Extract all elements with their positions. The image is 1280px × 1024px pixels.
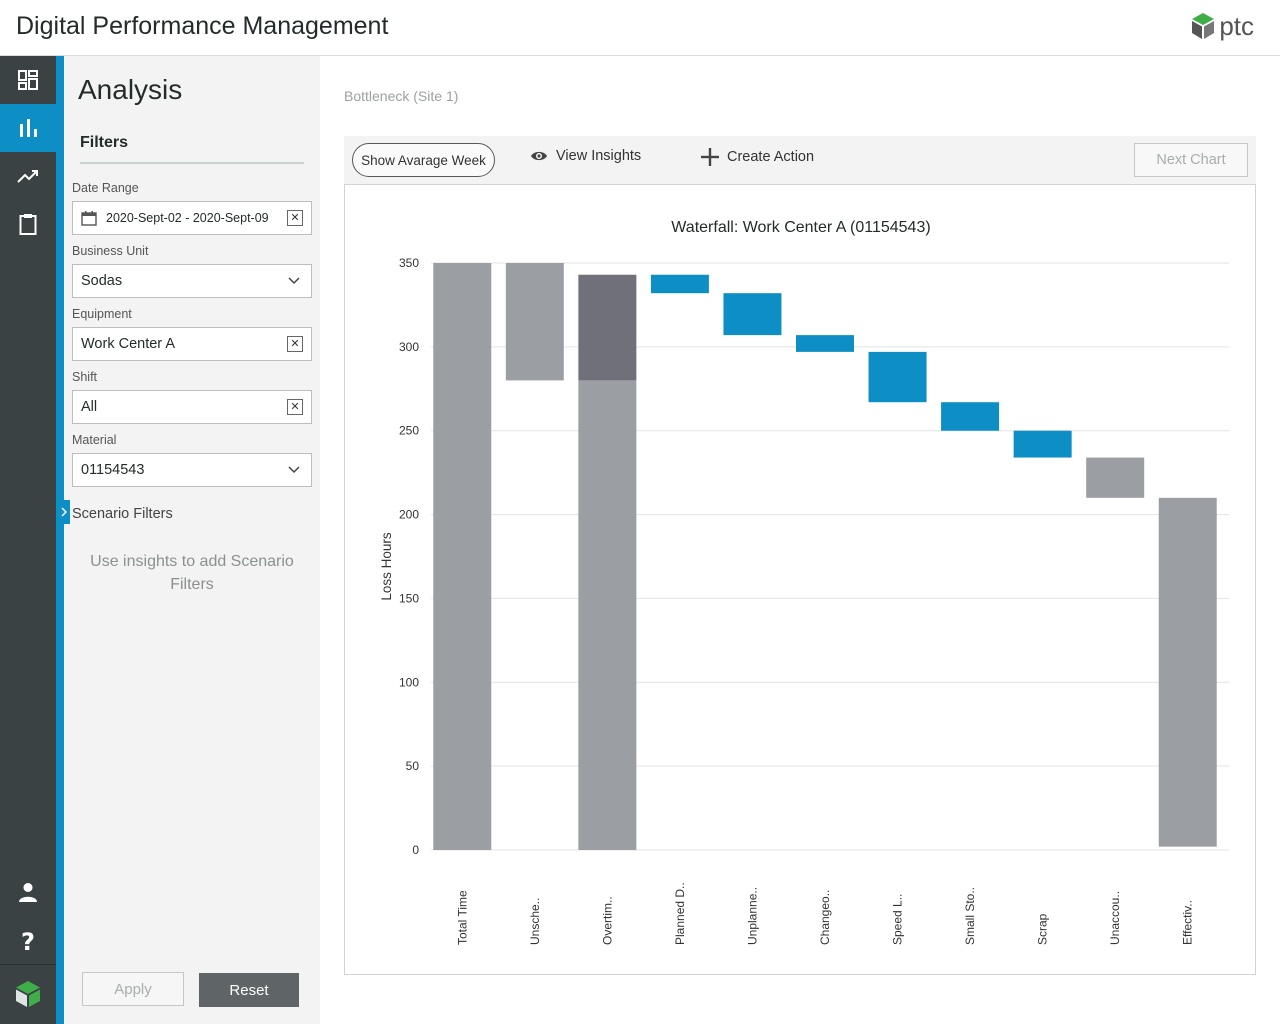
x-tick-label: Unplanne.. — [745, 887, 759, 945]
bar — [1158, 497, 1217, 847]
bar — [505, 263, 564, 381]
clear-date-icon[interactable]: ✕ — [287, 210, 303, 226]
business-unit-select[interactable]: Sodas — [72, 264, 312, 298]
chart-title: Waterfall: Work Center A (01154543) — [671, 219, 931, 236]
dashboard-icon — [18, 70, 38, 90]
bar — [1013, 430, 1072, 458]
y-tick-label: 300 — [399, 340, 419, 354]
date-range-field[interactable]: 2020-Sept-02 - 2020-Sept-09 ✕ — [72, 201, 312, 235]
rail-divider — [0, 964, 56, 965]
x-tick-label: Scrap — [1036, 913, 1050, 945]
help-icon: ? — [21, 928, 35, 956]
y-tick-label: 250 — [399, 424, 419, 438]
y-tick-label: 100 — [399, 675, 419, 689]
filter-panel: Analysis Filters Date Range 2020-Sept-02… — [64, 56, 320, 1024]
date-range-value: 2020-Sept-02 - 2020-Sept-09 — [106, 211, 269, 225]
eye-icon — [531, 151, 547, 161]
ptc-logo-icon — [1192, 13, 1215, 39]
bar — [796, 335, 854, 352]
bar — [723, 293, 782, 336]
equipment-label: Equipment — [72, 307, 132, 321]
chart-panel: Waterfall: Work Center A (01154543) 0 50 1… — [344, 184, 1256, 975]
x-tick-label: Unaccou.. — [1108, 891, 1122, 945]
reset-button[interactable]: Reset — [199, 973, 299, 1007]
view-insights-label: View Insights — [556, 148, 642, 164]
tab-filters[interactable]: Filters — [80, 134, 304, 164]
bar — [941, 402, 1000, 431]
chevron-down-icon — [287, 274, 301, 288]
user-icon — [19, 883, 37, 902]
date-range-label: Date Range — [72, 181, 139, 195]
equipment-value: Work Center A — [81, 336, 176, 352]
business-unit-value: Sodas — [81, 273, 123, 289]
y-tick-label: 200 — [399, 508, 419, 522]
ptc-badge-icon — [16, 981, 40, 1007]
business-unit-label: Business Unit — [72, 244, 149, 258]
clipboard-icon — [19, 214, 37, 235]
x-tick-label: Effectiv.. — [1181, 900, 1195, 945]
material-value: 01154543 — [81, 462, 145, 478]
bar — [433, 263, 492, 850]
material-label: Material — [72, 433, 117, 447]
show-average-week-button[interactable]: Show Avarage Week — [352, 143, 495, 177]
nav-analysis[interactable] — [0, 104, 56, 152]
panel-title: Analysis — [78, 74, 183, 105]
app-title: Digital Performance Management — [16, 12, 389, 40]
y-tick-label: 0 — [412, 843, 419, 857]
y-tick-label: 150 — [399, 591, 419, 605]
shift-value: All — [81, 399, 98, 415]
shift-field[interactable]: All ✕ — [72, 390, 312, 424]
bar — [1086, 457, 1145, 498]
y-axis-label: Loss Hours — [379, 532, 394, 601]
chart-toolbar: Show Avarage Week View Insights Create A… — [344, 136, 1256, 184]
apply-button[interactable]: Apply — [82, 972, 184, 1006]
plus-icon — [701, 148, 719, 166]
bar-segment — [578, 274, 637, 381]
create-action-button[interactable]: Create Action — [701, 148, 814, 166]
clear-equipment-icon[interactable]: ✕ — [287, 336, 303, 352]
nav-help[interactable]: ? — [0, 918, 56, 966]
clear-shift-icon[interactable]: ✕ — [287, 399, 303, 415]
waterfall-chart: 0 50 100 150 200 250 300 350 Loss Hours Total Tim… — [379, 256, 1229, 945]
top-bar: Digital Performance Management ptc — [0, 0, 1280, 56]
trends-icon — [17, 170, 38, 183]
nav-clipboard[interactable] — [0, 200, 56, 248]
y-tick-label: 50 — [406, 759, 420, 773]
scenario-hint: Use insights to add Scenario Filters — [90, 553, 294, 593]
logo-text: ptc — [1219, 11, 1254, 41]
y-tick-label: 350 — [399, 256, 419, 270]
nav-dashboard[interactable] — [0, 56, 56, 104]
nav-trends[interactable] — [0, 152, 56, 200]
next-chart-button[interactable]: Next Chart — [1134, 143, 1248, 177]
material-select[interactable]: 01154543 — [72, 453, 312, 487]
breadcrumb: Bottleneck (Site 1) — [344, 88, 459, 104]
bar — [868, 351, 927, 403]
main-content: Bottleneck (Site 1) Show Avarage Week Vi… — [320, 56, 1280, 1024]
bar — [650, 274, 709, 294]
nav-rail: ? — [0, 56, 56, 1024]
panel-accent-bar — [56, 56, 64, 1024]
view-insights-button[interactable]: View Insights — [530, 148, 641, 164]
create-action-label: Create Action — [727, 149, 815, 165]
ptc-logo: ptc — [1191, 11, 1254, 41]
chevron-right-icon — [61, 507, 67, 517]
panel-collapse-toggle[interactable] — [58, 500, 70, 524]
x-tick-label: Small Sto.. — [963, 887, 977, 945]
x-tick-label: Overtim.. — [600, 896, 614, 945]
chevron-down-icon — [287, 463, 301, 477]
analysis-icon — [20, 119, 37, 137]
x-tick-label: Unsche.. — [528, 898, 542, 945]
equipment-field[interactable]: Work Center A ✕ — [72, 327, 312, 361]
calendar-icon — [81, 211, 97, 226]
tab-filters-label: Filters — [80, 134, 129, 151]
bar — [578, 380, 637, 850]
x-tick-label: Planned D.. — [673, 882, 687, 945]
x-tick-label: Total Time — [455, 890, 469, 945]
shift-label: Shift — [72, 370, 98, 384]
scenario-filters-label: Scenario Filters — [72, 506, 173, 522]
x-tick-label: Changeo.. — [818, 890, 832, 945]
x-tick-label: Speed L.. — [891, 894, 905, 945]
nav-ptc-home[interactable] — [0, 970, 56, 1018]
nav-user[interactable] — [0, 868, 56, 916]
